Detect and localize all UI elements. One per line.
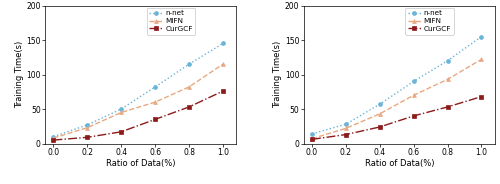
- n-net: [152, 86, 158, 88]
- CurGCF: [220, 90, 226, 92]
- MIFN: [152, 101, 158, 103]
- MIFN: [84, 127, 90, 129]
- CurGCF: [309, 138, 315, 141]
- MIFN: [186, 86, 192, 88]
- CurGCF: [377, 126, 383, 128]
- Line: MIFN: MIFN: [52, 62, 225, 140]
- n-net: [377, 103, 383, 105]
- Legend: n-net, MIFN, CurGCF: n-net, MIFN, CurGCF: [146, 8, 195, 35]
- Line: MIFN: MIFN: [310, 57, 484, 141]
- MIFN: [343, 127, 349, 130]
- n-net: [186, 63, 192, 65]
- MIFN: [478, 58, 484, 60]
- MIFN: [309, 138, 315, 140]
- Y-axis label: Training Time(s): Training Time(s): [14, 41, 24, 108]
- Line: n-net: n-net: [52, 42, 225, 139]
- n-net: [50, 135, 56, 138]
- MIFN: [50, 137, 56, 139]
- n-net: [343, 123, 349, 125]
- MIFN: [118, 111, 124, 114]
- CurGCF: [84, 136, 90, 138]
- CurGCF: [152, 118, 158, 121]
- CurGCF: [410, 115, 416, 117]
- CurGCF: [343, 133, 349, 136]
- n-net: [410, 80, 416, 82]
- n-net: [84, 124, 90, 126]
- CurGCF: [50, 139, 56, 141]
- n-net: [118, 108, 124, 110]
- n-net: [478, 36, 484, 38]
- Line: CurGCF: CurGCF: [52, 89, 225, 142]
- MIFN: [377, 113, 383, 115]
- MIFN: [444, 78, 450, 80]
- CurGCF: [478, 95, 484, 98]
- MIFN: [220, 63, 226, 65]
- Y-axis label: Training Time(s): Training Time(s): [273, 41, 282, 108]
- X-axis label: Ratio of Data(%): Ratio of Data(%): [106, 160, 176, 169]
- n-net: [444, 60, 450, 62]
- Legend: n-net, MIFN, CurGCF: n-net, MIFN, CurGCF: [406, 8, 454, 35]
- CurGCF: [444, 106, 450, 108]
- n-net: [309, 133, 315, 135]
- Line: n-net: n-net: [310, 35, 484, 136]
- X-axis label: Ratio of Data(%): Ratio of Data(%): [364, 160, 434, 169]
- MIFN: [410, 94, 416, 96]
- n-net: [220, 42, 226, 45]
- Line: CurGCF: CurGCF: [310, 95, 483, 141]
- CurGCF: [186, 106, 192, 108]
- CurGCF: [118, 131, 124, 133]
